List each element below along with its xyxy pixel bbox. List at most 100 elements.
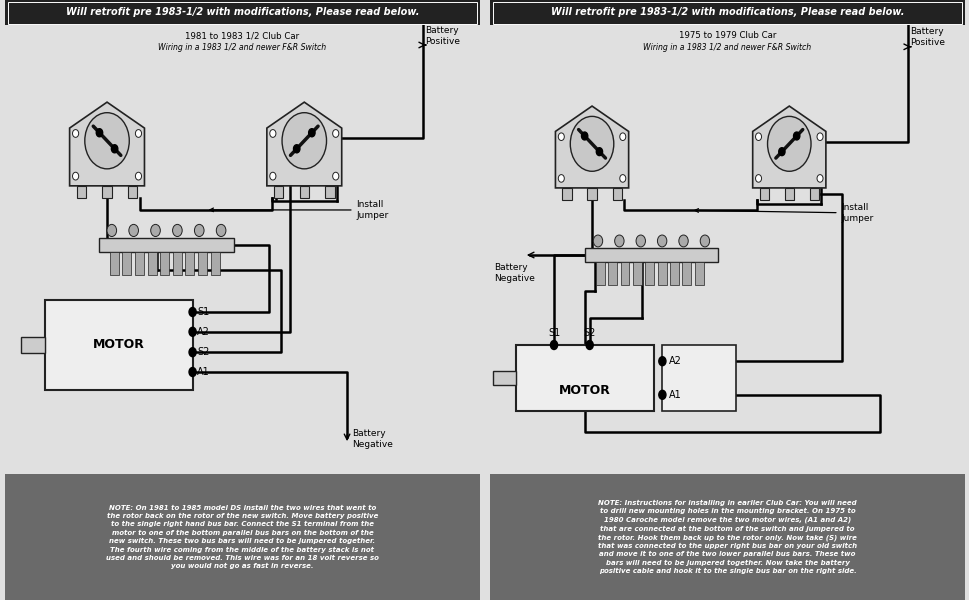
- FancyBboxPatch shape: [620, 262, 629, 284]
- FancyBboxPatch shape: [584, 248, 717, 262]
- Text: Battery
Positive: Battery Positive: [425, 26, 460, 46]
- FancyBboxPatch shape: [644, 262, 653, 284]
- Circle shape: [816, 133, 822, 140]
- FancyBboxPatch shape: [109, 252, 118, 275]
- Circle shape: [111, 145, 117, 153]
- FancyBboxPatch shape: [20, 337, 46, 353]
- FancyBboxPatch shape: [147, 252, 156, 275]
- FancyBboxPatch shape: [809, 188, 818, 200]
- FancyBboxPatch shape: [5, 474, 480, 600]
- Circle shape: [596, 148, 602, 155]
- FancyBboxPatch shape: [562, 188, 571, 200]
- FancyBboxPatch shape: [135, 252, 143, 275]
- Circle shape: [766, 116, 810, 171]
- Text: S1: S1: [547, 328, 559, 338]
- Circle shape: [73, 172, 78, 180]
- Text: A1: A1: [197, 367, 210, 377]
- FancyBboxPatch shape: [185, 252, 195, 275]
- FancyBboxPatch shape: [662, 345, 735, 411]
- Circle shape: [216, 224, 226, 236]
- FancyBboxPatch shape: [99, 238, 234, 252]
- FancyBboxPatch shape: [172, 252, 181, 275]
- Circle shape: [189, 307, 196, 317]
- Circle shape: [73, 130, 78, 137]
- FancyBboxPatch shape: [759, 188, 768, 200]
- FancyBboxPatch shape: [210, 252, 220, 275]
- Text: Battery
Negative: Battery Negative: [352, 430, 392, 449]
- FancyBboxPatch shape: [5, 0, 480, 25]
- Text: A1: A1: [668, 390, 680, 400]
- Text: NOTE: Instructions for installing in earlier Club Car: You will need
to drill ne: NOTE: Instructions for installing in ear…: [597, 500, 857, 574]
- Text: S2: S2: [583, 328, 595, 338]
- Circle shape: [570, 116, 613, 171]
- Circle shape: [658, 391, 666, 400]
- FancyBboxPatch shape: [694, 262, 703, 284]
- Circle shape: [778, 148, 784, 155]
- Circle shape: [189, 328, 196, 336]
- Circle shape: [332, 130, 338, 137]
- FancyBboxPatch shape: [608, 262, 616, 284]
- Circle shape: [136, 172, 141, 180]
- FancyBboxPatch shape: [122, 252, 131, 275]
- Text: 1975 to 1979 Club Car: 1975 to 1979 Club Car: [678, 31, 775, 40]
- Text: Will retrofit pre 1983-1/2 with modifications, Please read below.: Will retrofit pre 1983-1/2 with modifica…: [66, 7, 419, 17]
- FancyBboxPatch shape: [489, 0, 964, 25]
- Circle shape: [558, 175, 564, 182]
- FancyBboxPatch shape: [670, 262, 678, 284]
- Circle shape: [619, 175, 625, 182]
- FancyBboxPatch shape: [587, 188, 596, 200]
- Circle shape: [585, 340, 593, 349]
- Circle shape: [678, 235, 688, 247]
- FancyBboxPatch shape: [128, 186, 138, 198]
- Text: Wiring in a 1983 1/2 and newer F&R Switch: Wiring in a 1983 1/2 and newer F&R Switc…: [158, 43, 327, 52]
- Text: MOTOR: MOTOR: [93, 338, 144, 352]
- Text: Battery
Negative: Battery Negative: [494, 263, 535, 283]
- Text: A2: A2: [197, 327, 210, 337]
- Polygon shape: [752, 106, 825, 188]
- Text: NOTE: On 1981 to 1985 model DS install the two wires that went to
the rotor back: NOTE: On 1981 to 1985 model DS install t…: [106, 505, 379, 569]
- Circle shape: [636, 235, 644, 247]
- FancyBboxPatch shape: [77, 186, 86, 198]
- Circle shape: [189, 367, 196, 377]
- Circle shape: [136, 130, 141, 137]
- Circle shape: [549, 340, 557, 349]
- Circle shape: [332, 172, 338, 180]
- Circle shape: [269, 130, 275, 137]
- Circle shape: [580, 132, 587, 140]
- Text: S2: S2: [197, 347, 209, 357]
- FancyBboxPatch shape: [492, 371, 516, 385]
- FancyBboxPatch shape: [489, 474, 964, 600]
- Text: Will retrofit pre 1983-1/2 with modifications, Please read below.: Will retrofit pre 1983-1/2 with modifica…: [550, 7, 903, 17]
- Text: 1981 to 1983 1/2 Club Car: 1981 to 1983 1/2 Club Car: [185, 31, 299, 40]
- Circle shape: [308, 128, 315, 137]
- Circle shape: [84, 113, 129, 169]
- Circle shape: [294, 145, 299, 153]
- FancyBboxPatch shape: [632, 262, 641, 284]
- Circle shape: [614, 235, 623, 247]
- FancyBboxPatch shape: [273, 186, 283, 198]
- FancyBboxPatch shape: [681, 262, 691, 284]
- Circle shape: [816, 175, 822, 182]
- FancyBboxPatch shape: [299, 186, 309, 198]
- Circle shape: [107, 224, 116, 236]
- Text: Battery
Positive: Battery Positive: [910, 28, 945, 47]
- Circle shape: [793, 132, 799, 140]
- FancyBboxPatch shape: [657, 262, 666, 284]
- FancyBboxPatch shape: [102, 186, 111, 198]
- Circle shape: [700, 235, 709, 247]
- Circle shape: [150, 224, 160, 236]
- Circle shape: [189, 348, 196, 356]
- Circle shape: [658, 356, 666, 365]
- FancyBboxPatch shape: [611, 188, 621, 200]
- FancyBboxPatch shape: [325, 186, 334, 198]
- Text: S1: S1: [197, 307, 209, 317]
- Text: A2: A2: [668, 356, 681, 366]
- Circle shape: [172, 224, 182, 236]
- Circle shape: [593, 235, 602, 247]
- Polygon shape: [70, 102, 144, 186]
- FancyBboxPatch shape: [46, 300, 193, 390]
- Circle shape: [269, 172, 275, 180]
- Circle shape: [129, 224, 139, 236]
- Polygon shape: [266, 102, 341, 186]
- Circle shape: [558, 133, 564, 140]
